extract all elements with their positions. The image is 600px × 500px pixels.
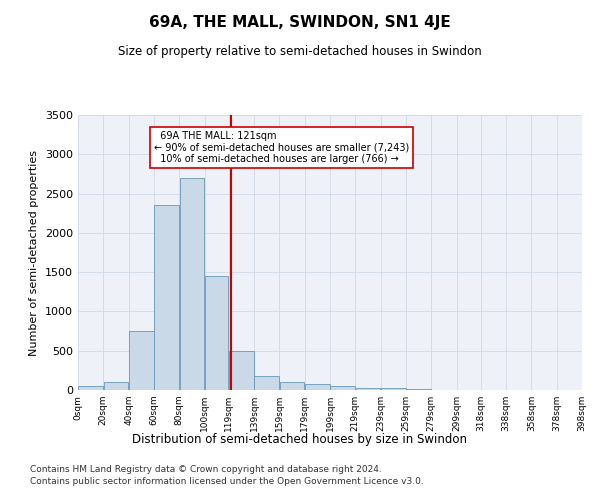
Text: 69A THE MALL: 121sqm  
← 90% of semi-detached houses are smaller (7,243)
  10% o: 69A THE MALL: 121sqm ← 90% of semi-detac… bbox=[154, 130, 409, 164]
Y-axis label: Number of semi-detached properties: Number of semi-detached properties bbox=[29, 150, 40, 356]
Text: Contains HM Land Registry data © Crown copyright and database right 2024.: Contains HM Land Registry data © Crown c… bbox=[30, 466, 382, 474]
Bar bbox=[205, 276, 229, 390]
Text: Distribution of semi-detached houses by size in Swindon: Distribution of semi-detached houses by … bbox=[133, 432, 467, 446]
Bar bbox=[331, 386, 355, 390]
Bar bbox=[356, 388, 380, 390]
Bar bbox=[104, 382, 128, 390]
Text: Size of property relative to semi-detached houses in Swindon: Size of property relative to semi-detach… bbox=[118, 45, 482, 58]
Bar bbox=[154, 206, 179, 390]
Bar bbox=[406, 389, 431, 390]
Bar bbox=[229, 350, 254, 390]
Text: 69A, THE MALL, SWINDON, SN1 4JE: 69A, THE MALL, SWINDON, SN1 4JE bbox=[149, 15, 451, 30]
Bar bbox=[280, 382, 304, 390]
Bar bbox=[129, 331, 154, 390]
Bar bbox=[79, 386, 103, 390]
Bar bbox=[179, 178, 205, 390]
Text: Contains public sector information licensed under the Open Government Licence v3: Contains public sector information licen… bbox=[30, 477, 424, 486]
Bar bbox=[381, 388, 406, 390]
Bar bbox=[305, 384, 329, 390]
Bar bbox=[254, 376, 279, 390]
